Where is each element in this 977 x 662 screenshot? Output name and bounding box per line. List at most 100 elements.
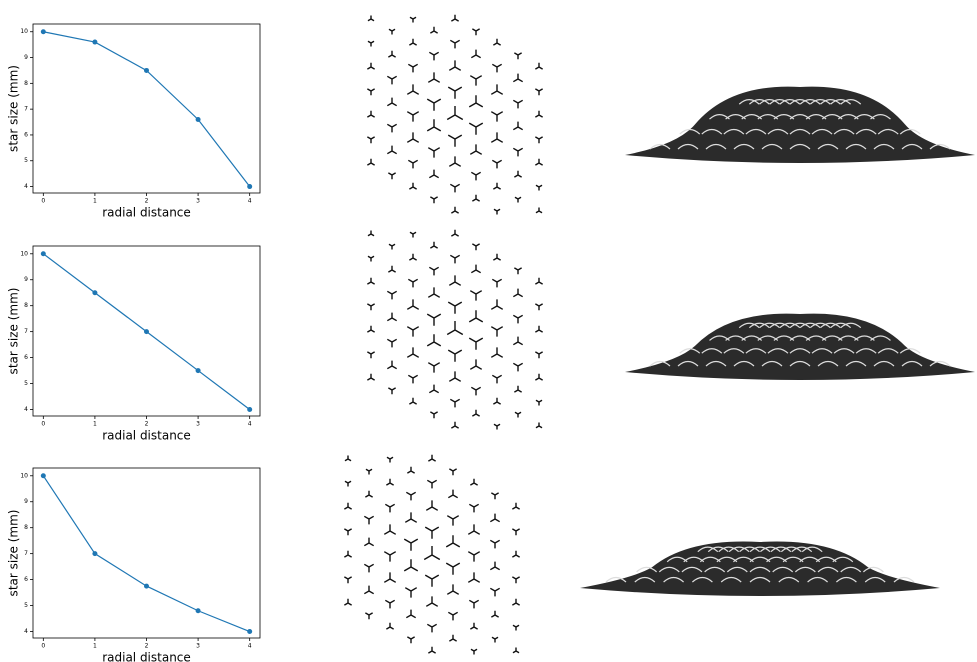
- star: [406, 492, 415, 500]
- data-point: [196, 117, 201, 122]
- star: [490, 540, 499, 548]
- star: [472, 29, 479, 35]
- star: [492, 160, 501, 168]
- star: [388, 51, 395, 57]
- star: [344, 529, 351, 535]
- dome-shape: [580, 542, 940, 596]
- star: [430, 242, 437, 248]
- star: [513, 648, 519, 653]
- star: [536, 185, 542, 190]
- star: [514, 268, 521, 274]
- star: [410, 232, 416, 237]
- star: [429, 267, 438, 275]
- star-pattern: [367, 230, 542, 430]
- star: [449, 469, 456, 475]
- star: [408, 375, 417, 383]
- star: [492, 279, 501, 287]
- star: [448, 87, 462, 99]
- x-tick-label: 3: [196, 198, 200, 205]
- star: [468, 572, 479, 582]
- star: [367, 304, 374, 310]
- star: [471, 265, 480, 273]
- star: [367, 278, 374, 284]
- star: [388, 173, 395, 179]
- x-tick-label: 3: [196, 643, 200, 650]
- star: [448, 302, 462, 314]
- star: [404, 539, 418, 551]
- star: [491, 327, 502, 337]
- star: [427, 314, 441, 326]
- star: [451, 422, 458, 428]
- star: [387, 124, 396, 132]
- star: [424, 546, 440, 560]
- star: [468, 524, 479, 534]
- star: [471, 172, 480, 180]
- star: [428, 72, 439, 82]
- star: [429, 52, 438, 60]
- star: [367, 374, 374, 380]
- star: [367, 89, 374, 95]
- star: [427, 480, 436, 488]
- star: [385, 504, 394, 512]
- star: [367, 63, 374, 69]
- star: [407, 347, 418, 357]
- star: [430, 197, 437, 203]
- y-tick-label: 6: [24, 354, 28, 361]
- star: [448, 612, 457, 620]
- star: [344, 503, 351, 509]
- star: [430, 412, 437, 418]
- star: [407, 112, 418, 122]
- star-pattern: [367, 15, 542, 215]
- star: [535, 278, 542, 284]
- star: [409, 39, 416, 45]
- star: [468, 552, 479, 562]
- star: [535, 159, 542, 165]
- star: [513, 100, 522, 108]
- star: [408, 279, 417, 287]
- star: [470, 291, 481, 301]
- star: [513, 363, 522, 371]
- x-axis-label: radial distance: [102, 429, 191, 443]
- star: [387, 76, 396, 84]
- data-point: [41, 473, 46, 478]
- star: [490, 588, 499, 596]
- star: [448, 490, 457, 498]
- star: [389, 244, 395, 249]
- star: [450, 255, 459, 263]
- star: [446, 563, 460, 575]
- star: [427, 334, 441, 346]
- star: [451, 207, 458, 213]
- star: [344, 599, 351, 605]
- star: [366, 469, 372, 474]
- star: [469, 504, 478, 512]
- star: [450, 184, 459, 192]
- y-tick-label: 4: [24, 406, 28, 413]
- y-tick-label: 4: [24, 628, 28, 635]
- star: [512, 529, 519, 535]
- star: [386, 623, 393, 629]
- star: [367, 159, 374, 165]
- star: [367, 111, 374, 117]
- y-tick-label: 5: [24, 157, 28, 164]
- star: [447, 584, 458, 594]
- star: [364, 538, 373, 546]
- data-point: [92, 40, 97, 45]
- data-point: [41, 251, 46, 256]
- star: [450, 399, 459, 407]
- star: [449, 635, 456, 641]
- y-tick-label: 7: [24, 106, 28, 113]
- data-point: [41, 29, 46, 34]
- star: [405, 588, 416, 598]
- y-tick-label: 8: [24, 80, 28, 87]
- star: [408, 160, 417, 168]
- star: [386, 479, 393, 485]
- x-tick-label: 1: [93, 643, 97, 650]
- star: [536, 423, 542, 428]
- star: [387, 98, 396, 106]
- x-tick-label: 1: [93, 421, 97, 428]
- dome-render: [580, 542, 940, 596]
- star: [427, 624, 436, 632]
- y-tick-label: 6: [24, 576, 28, 583]
- y-tick-label: 10: [20, 250, 28, 257]
- star: [469, 95, 483, 107]
